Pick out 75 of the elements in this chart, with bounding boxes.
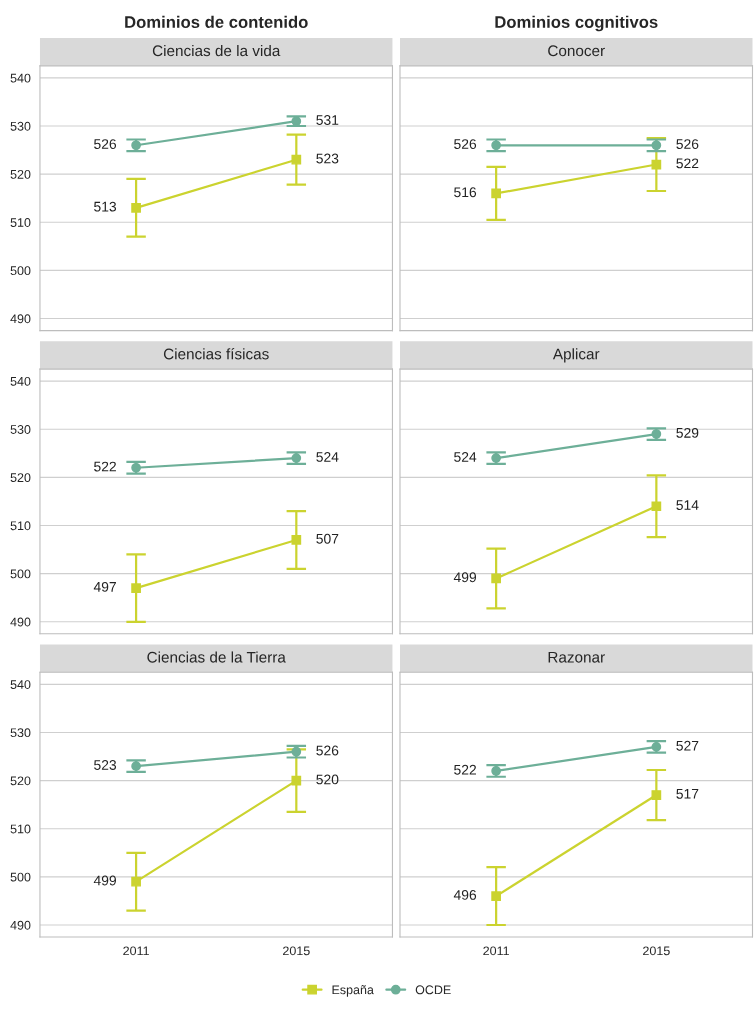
data-label: 517 — [676, 789, 699, 799]
chart-subtitle: Conocer — [548, 45, 605, 57]
y-tick-label: 530 — [10, 121, 31, 131]
data-label: 497 — [93, 581, 116, 592]
data-label: 526 — [454, 139, 477, 149]
legend-label: OCDE — [415, 985, 451, 995]
data-label: 499 — [93, 875, 116, 886]
point — [651, 501, 662, 512]
data-label: 526 — [316, 745, 339, 756]
data-label: 522 — [454, 764, 476, 775]
point — [131, 583, 141, 593]
data-label: 507 — [316, 533, 339, 544]
data-label: 514 — [676, 500, 699, 510]
data-label: 526 — [94, 139, 117, 149]
point — [131, 202, 141, 213]
x-tick-label: 2015 — [643, 946, 670, 956]
y-tick-label: 530 — [10, 425, 31, 434]
chart-subtitle: Ciencias físicas — [163, 348, 269, 360]
point — [291, 775, 302, 786]
y-tick-label: 500 — [10, 266, 31, 276]
point — [131, 876, 141, 887]
data-label: 531 — [316, 115, 339, 125]
chart-subtitle: Aplicar — [552, 348, 600, 363]
point — [131, 140, 141, 151]
data-label: 524 — [454, 452, 477, 462]
y-tick-label: 500 — [10, 872, 31, 882]
data-label: 527 — [676, 740, 699, 751]
point — [651, 790, 662, 800]
point — [491, 453, 501, 463]
chart-subtitle: Razonar — [548, 651, 605, 663]
y-tick-label: 540 — [10, 376, 31, 386]
data-label: 520 — [316, 774, 339, 785]
y-tick-label: 490 — [10, 617, 31, 627]
y-tick-label: 490 — [10, 920, 31, 930]
y-tick-label: 490 — [10, 314, 31, 324]
data-label: 513 — [94, 201, 117, 212]
point — [291, 453, 302, 463]
point — [491, 766, 501, 776]
data-label: 526 — [676, 139, 699, 149]
data-label: 516 — [454, 187, 477, 198]
y-tick-label: 510 — [10, 521, 31, 531]
point — [491, 891, 501, 901]
y-tick-label: 510 — [10, 218, 31, 227]
point — [131, 462, 141, 473]
y-tick-label: 510 — [10, 824, 31, 834]
x-tick-label: 2015 — [283, 946, 310, 956]
point — [651, 742, 662, 752]
y-tick-label: 520 — [10, 473, 31, 483]
point — [491, 573, 501, 584]
data-label: 523 — [94, 760, 117, 770]
legend-label: España — [332, 985, 374, 997]
chart-title: Dominios de contenido — [125, 15, 308, 28]
data-label: 529 — [676, 427, 699, 438]
y-tick-label: 540 — [10, 73, 31, 83]
y-tick-label: 520 — [10, 776, 31, 786]
point — [291, 535, 302, 545]
point — [291, 746, 302, 757]
data-label: 522 — [94, 461, 116, 472]
y-tick-label: 530 — [10, 728, 31, 738]
x-tick-label: 2011 — [483, 946, 509, 956]
point — [131, 761, 141, 772]
y-tick-label: 520 — [10, 169, 31, 179]
data-label: 496 — [453, 890, 477, 900]
y-tick-label: 540 — [10, 680, 31, 689]
point — [291, 154, 302, 165]
chart-title: Dominios cognitivos — [495, 15, 658, 32]
data-label: 522 — [676, 158, 699, 169]
data-label: 523 — [316, 153, 339, 164]
point — [651, 429, 662, 439]
data-label: 499 — [453, 572, 477, 583]
y-tick-label: 500 — [10, 569, 31, 579]
data-label: 524 — [316, 452, 339, 462]
x-tick-label: 2011 — [123, 946, 149, 956]
chart-subtitle: Ciencias de la vida — [152, 44, 281, 57]
chart-subtitle: Ciencias de la Tierra — [147, 651, 286, 663]
